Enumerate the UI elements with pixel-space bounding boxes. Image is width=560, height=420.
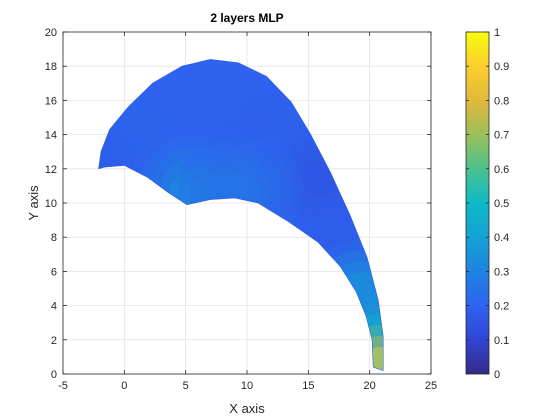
heatmap-sample xyxy=(254,139,314,199)
x-tick-label: -5 xyxy=(58,380,68,392)
heatmap-sample xyxy=(145,94,227,176)
x-tick-label: 10 xyxy=(241,380,253,392)
heatmap-sample xyxy=(147,59,273,181)
heatmap-sample xyxy=(123,72,249,198)
y-tick-label: 6 xyxy=(51,266,57,278)
colorbar-tick-label: 0.7 xyxy=(494,130,509,142)
y-tick-label: 16 xyxy=(45,95,57,107)
y-tick-label: 8 xyxy=(51,232,57,244)
y-tick-label: 10 xyxy=(45,198,57,210)
heatmap-sample xyxy=(169,77,251,158)
heatmap-sample xyxy=(243,128,325,210)
heatmap-sample xyxy=(147,59,273,138)
heatmap-sample xyxy=(232,117,336,221)
colorbar xyxy=(465,31,490,375)
colorbar-tick-label: 0.8 xyxy=(494,95,509,107)
colorbar-tick-label: 0.3 xyxy=(494,266,509,278)
y-tick-label: 20 xyxy=(45,27,57,39)
y-axis: 0 2 4 6 8 10 12 14 16 18 20 xyxy=(45,27,431,381)
heatmap-sample xyxy=(156,105,216,165)
heatmap-sample xyxy=(98,80,187,206)
y-tick-label: 2 xyxy=(51,335,57,347)
colorbar-tick-label: 0.2 xyxy=(494,301,509,313)
colorbar-tick-label: 0.5 xyxy=(494,198,509,210)
y-tick-label: 18 xyxy=(45,61,57,73)
x-tick-label: 5 xyxy=(183,380,189,392)
heatmap-sample xyxy=(98,91,176,195)
heatmap-sample xyxy=(167,116,205,153)
colorbar-tick-label: 0.4 xyxy=(494,232,509,244)
chart-title: 2 layers MLP xyxy=(210,11,283,25)
heatmap-sample xyxy=(143,139,203,199)
x-axis: -5 0 5 10 15 20 25 xyxy=(58,32,437,392)
y-tick-label: 0 xyxy=(51,369,57,381)
x-tick-label: 20 xyxy=(364,380,376,392)
heatmap-sample xyxy=(169,59,251,116)
x-axis-label: X axis xyxy=(229,401,265,416)
heatmap-sample xyxy=(265,150,303,188)
x-tick-label: 0 xyxy=(121,380,127,392)
heatmap-sample xyxy=(191,59,229,94)
colorbar-tick-label: 0.1 xyxy=(494,335,509,347)
colorbar-tick-label: 0 xyxy=(494,369,500,381)
region-edge xyxy=(98,59,384,372)
heatmap-sample xyxy=(228,99,266,136)
heatmap-sample xyxy=(191,99,229,136)
heatmap-sample xyxy=(158,65,262,170)
heatmap-sample xyxy=(217,88,277,147)
heatmap-sample xyxy=(195,65,299,170)
heatmap-sample xyxy=(98,136,125,174)
y-tick-label: 14 xyxy=(45,130,57,142)
colorbar-ticks: 0 0.1 0.2 0.3 0.4 0.5 0.6 0.7 0.8 0.9 1 xyxy=(466,27,509,381)
heatmap-sample xyxy=(180,88,240,147)
heatmap-sample xyxy=(105,124,143,162)
colorbar-tick-label: 0.6 xyxy=(494,164,509,176)
x-tick-label: 15 xyxy=(302,380,314,392)
heatmap-sample xyxy=(134,83,238,187)
y-tick-label: 12 xyxy=(45,164,57,176)
y-axis-label: Y axis xyxy=(26,185,41,221)
x-tick-label: 25 xyxy=(425,380,437,392)
colorbar-tick-label: 1 xyxy=(494,27,500,39)
y-tick-label: 4 xyxy=(51,301,57,313)
heatmap-sample xyxy=(158,59,262,127)
heatmap-sample xyxy=(155,150,192,188)
heatmap-sample xyxy=(206,77,288,158)
colorbar-tick-label: 0.9 xyxy=(494,61,509,73)
